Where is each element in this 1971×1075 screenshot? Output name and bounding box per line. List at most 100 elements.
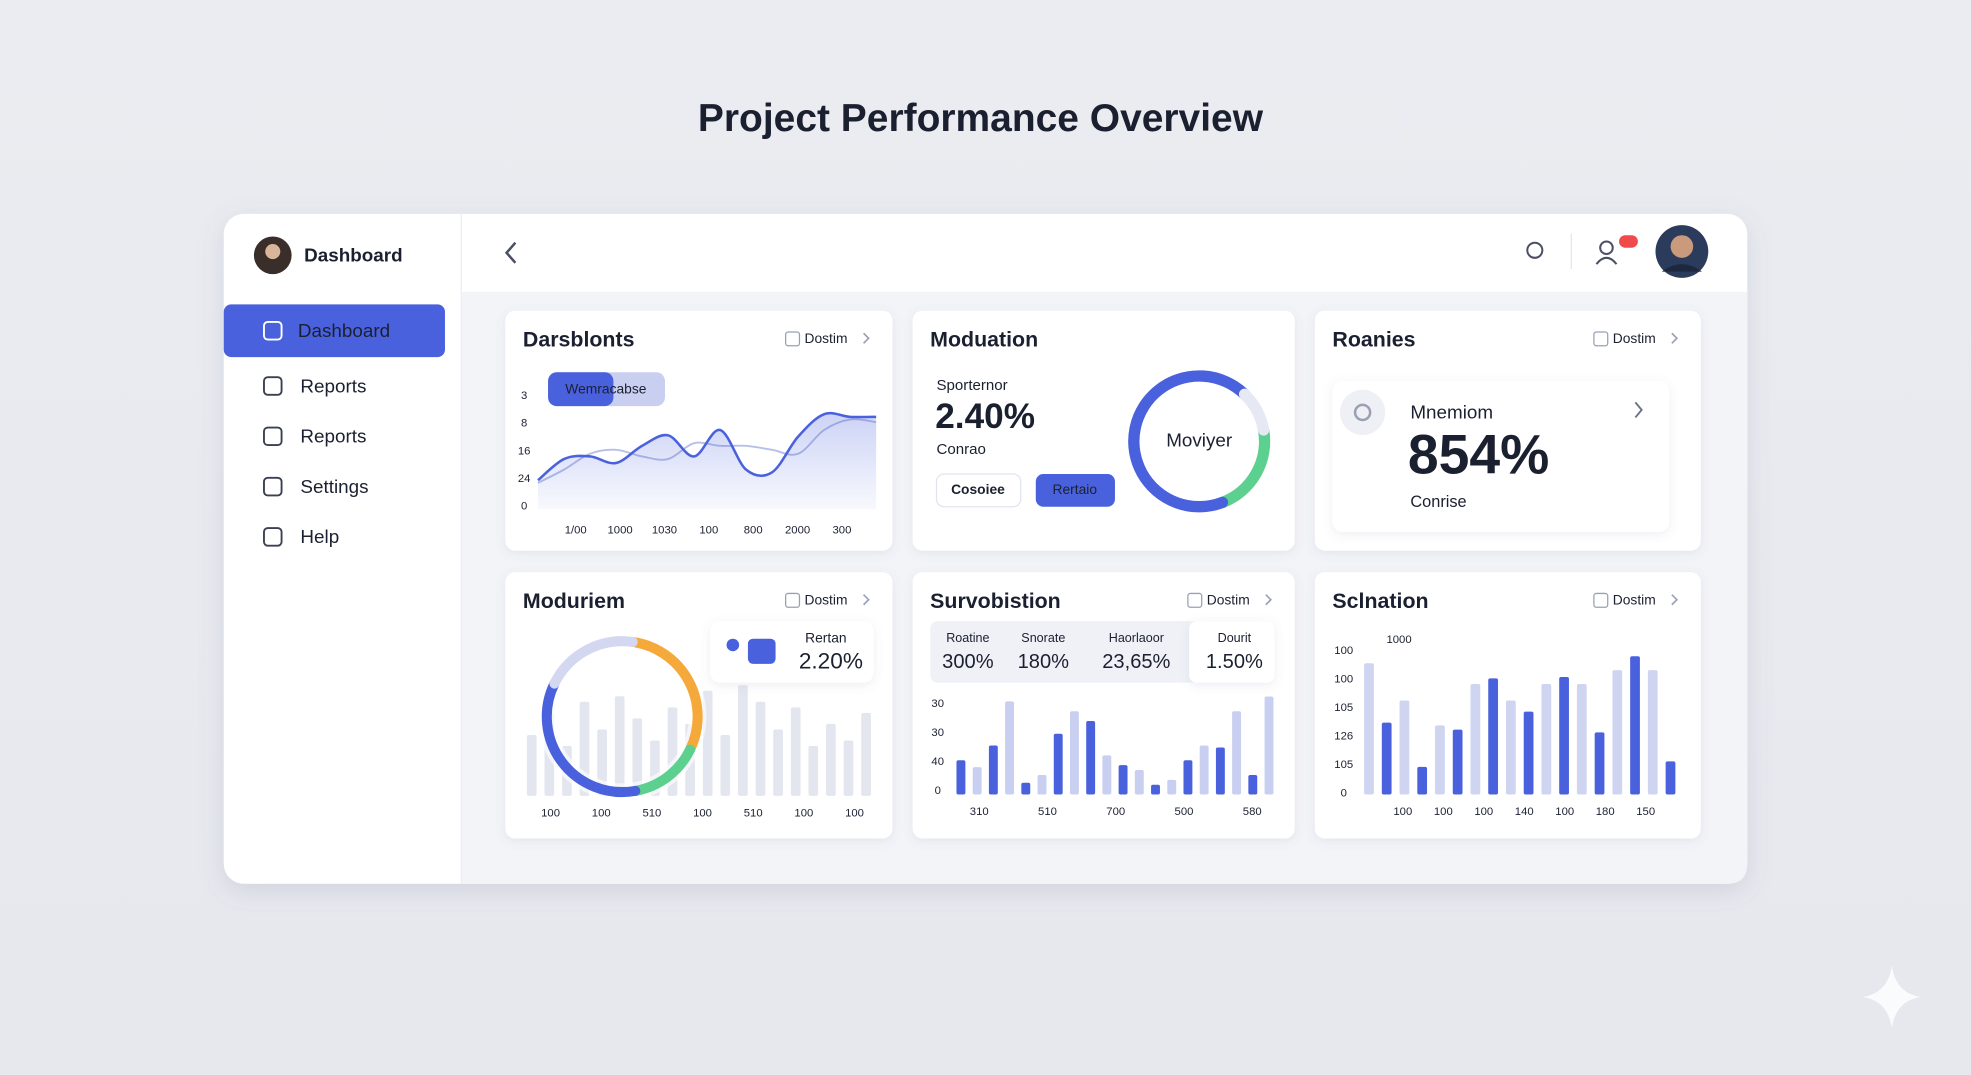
x-tick-label: 100 [794, 807, 813, 819]
table-value: 23,65% [1102, 651, 1170, 673]
nav-icon [263, 426, 283, 447]
kpi-value: 2.40% [935, 397, 1035, 436]
button[interactable] [1035, 474, 1115, 507]
link-chevron [862, 332, 870, 344]
bar [1488, 678, 1499, 795]
line [537, 411, 877, 482]
bar [1665, 761, 1676, 795]
x-tick-label: 150 [1636, 806, 1655, 818]
card-link[interactable]: Dostim [1207, 592, 1250, 608]
bar [526, 734, 537, 796]
user-icon[interactable] [1599, 240, 1614, 256]
table-header: Roatine [946, 631, 989, 645]
link-chevron [1671, 594, 1679, 606]
nav-item[interactable]: Reports [300, 375, 366, 396]
bar [790, 707, 801, 796]
bar [1215, 747, 1225, 795]
nav-item[interactable]: Settings [300, 476, 368, 497]
kpi-icon [1339, 389, 1386, 436]
bar [1523, 711, 1534, 795]
donut-segment [1216, 424, 1271, 509]
table-bg [930, 621, 1275, 683]
user-avatar-face [1670, 235, 1694, 258]
x-tick-label: 580 [1243, 806, 1262, 818]
table-highlight [1189, 621, 1275, 683]
pill[interactable] [548, 372, 614, 407]
table-value: 300% [942, 651, 994, 673]
card-link[interactable]: Dostim [804, 592, 847, 608]
page-title: Project Performance Overview [698, 97, 1264, 140]
bar [1541, 683, 1552, 795]
bar [861, 712, 871, 796]
y-tick-label: 24 [518, 473, 531, 485]
notification-badge [1619, 235, 1638, 248]
line-area [538, 413, 877, 510]
badge-box [710, 621, 874, 683]
sparkle [1862, 965, 1921, 1029]
bar [1134, 770, 1144, 795]
x-tick-label: 100 [699, 525, 718, 537]
x-tick-label: 1030 [652, 525, 677, 537]
bar [972, 767, 982, 795]
table-value: 180% [1018, 651, 1070, 673]
bar [1037, 774, 1047, 795]
bar [1630, 656, 1640, 795]
card-title: Moduriem [523, 589, 625, 613]
nav-item[interactable]: Dashboard [298, 320, 390, 341]
bar [1248, 774, 1258, 795]
kpi-chevron[interactable] [1634, 401, 1643, 419]
kpi-box [1332, 381, 1670, 532]
nav-active-bg[interactable] [223, 304, 445, 358]
bar [1102, 755, 1112, 795]
bar [632, 718, 643, 796]
table-value: 1.50% [1206, 651, 1263, 673]
bar [826, 723, 836, 796]
y-tick-label: 105 [1334, 702, 1353, 714]
donut-segment [1128, 370, 1251, 513]
card-title: Roanies [1332, 327, 1415, 351]
x-tick-label: 700 [1106, 806, 1125, 818]
card-link[interactable]: Dostim [1613, 592, 1656, 608]
bar [1381, 722, 1392, 795]
search-button[interactable] [1526, 241, 1544, 259]
bar [1183, 760, 1193, 795]
brand-avatar-face [265, 243, 281, 260]
x-tick-label: 800 [744, 525, 763, 537]
bar [988, 745, 998, 795]
nav-item[interactable]: Help [300, 526, 339, 547]
x-tick-label: 100 [541, 807, 560, 819]
table-header: Dourit [1218, 631, 1252, 645]
y-tick-label: 16 [518, 445, 531, 457]
chart-top-label: 1000 [1386, 634, 1411, 646]
badge-value: 2.20% [799, 649, 863, 674]
bar [1399, 700, 1410, 795]
back-button[interactable] [504, 241, 517, 264]
x-tick-label: 1000 [608, 525, 633, 537]
x-tick-label: 1/00 [565, 525, 587, 537]
card-link[interactable]: Dostim [804, 330, 847, 346]
nav-item[interactable]: Reports [300, 426, 366, 447]
y-tick-label: 100 [1334, 645, 1353, 657]
bar [1167, 779, 1177, 795]
bar [1264, 696, 1274, 795]
bar [1021, 782, 1031, 795]
bar [1232, 711, 1242, 795]
bar [808, 746, 819, 796]
y-tick-label: 30 [931, 698, 944, 710]
bar [755, 701, 766, 796]
link-chevron [1265, 594, 1272, 606]
donut-segment [549, 636, 638, 689]
x-tick-label: 100 [1474, 806, 1493, 818]
kpi-note: Conrise [1410, 493, 1466, 511]
x-tick-label: 310 [970, 806, 989, 818]
card-link[interactable]: Dostim [1613, 330, 1656, 346]
link-icon [785, 331, 801, 347]
x-tick-label: 510 [1038, 806, 1057, 818]
button[interactable] [935, 473, 1022, 508]
y-tick-label: 3 [521, 390, 527, 402]
x-tick-label: 100 [845, 807, 864, 819]
x-tick-label: 100 [693, 807, 712, 819]
bar [1199, 745, 1209, 795]
bar [1576, 683, 1587, 795]
